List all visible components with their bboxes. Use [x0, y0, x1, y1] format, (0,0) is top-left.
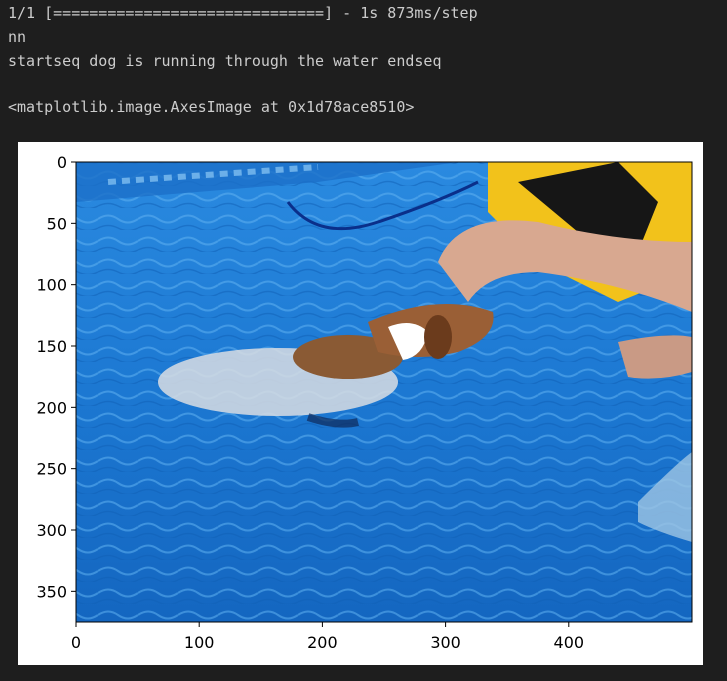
caption-output-line: startseq dog is running through the wate…: [8, 52, 442, 70]
y-tick-label: 350: [36, 582, 67, 601]
axes-frame: [75, 161, 693, 623]
progress-output-line: 1/1 [==============================] - 1…: [8, 4, 478, 22]
x-tick-label: 200: [307, 633, 338, 652]
y-tick-label: 250: [36, 460, 67, 479]
x-tick-label: 300: [430, 633, 461, 652]
y-tick-label: 50: [47, 214, 67, 233]
y-tick-label: 300: [36, 521, 67, 540]
x-tick-label: 400: [554, 633, 585, 652]
x-tick-label: 100: [184, 633, 215, 652]
y-axis: 0 50 100 150 200 250 300 350: [36, 153, 76, 601]
axes-image-repr-line: <matplotlib.image.AxesImage at 0x1d78ace…: [8, 98, 415, 116]
y-tick-label: 0: [57, 153, 67, 172]
plot-canvas: 0 50 100 150 200 250 300 350 0 100 200 300 400: [36, 153, 693, 652]
y-tick-label: 100: [36, 276, 67, 295]
photo-image: [76, 162, 692, 622]
y-tick-label: 200: [36, 398, 67, 417]
matplotlib-figure: 0 50 100 150 200 250 300 350 0 100 200 300 400: [18, 142, 703, 665]
y-tick-label: 150: [36, 337, 67, 356]
x-tick-label: 0: [71, 633, 81, 652]
output-line-nn: nn: [8, 28, 27, 46]
x-axis: 0 100 200 300 400: [71, 622, 584, 652]
